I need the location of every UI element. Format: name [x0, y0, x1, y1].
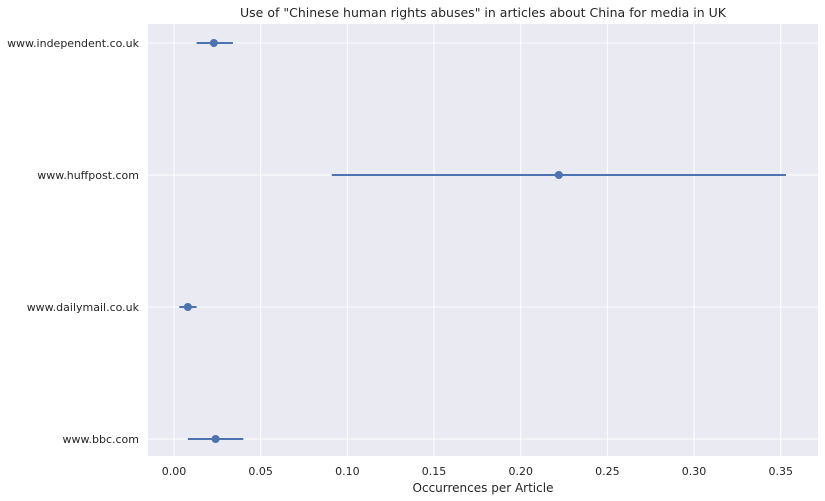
y-tick-label: www.bbc.com — [63, 433, 139, 446]
x-tick-label: 0.15 — [422, 465, 447, 478]
x-tick-label: 0.30 — [682, 465, 707, 478]
chart-title: Use of "Chinese human rights abuses" in … — [240, 5, 727, 20]
y-axis-ticks: www.independent.co.uk www.huffpost.com www… — [7, 37, 140, 446]
y-tick-label: www.dailymail.co.uk — [27, 301, 140, 314]
x-tick-label: 0.00 — [162, 465, 187, 478]
x-tick-label: 0.20 — [508, 465, 533, 478]
y-tick-label: www.independent.co.uk — [7, 37, 140, 50]
x-tick-label: 0.25 — [595, 465, 620, 478]
x-tick-label: 0.10 — [335, 465, 360, 478]
x-tick-label: 0.05 — [248, 465, 273, 478]
x-axis-label: Occurrences per Article — [413, 481, 554, 495]
data-point — [209, 39, 218, 47]
data-point — [554, 171, 563, 179]
x-tick-label: 0.35 — [768, 465, 793, 478]
marks — [179, 39, 786, 443]
x-axis-ticks: 0.00 0.05 0.10 0.15 0.20 0.25 0.30 0.35 — [162, 465, 793, 478]
data-point — [211, 435, 220, 443]
data-point — [183, 303, 192, 311]
plot-area — [148, 24, 818, 456]
y-tick-label: www.huffpost.com — [37, 169, 139, 182]
